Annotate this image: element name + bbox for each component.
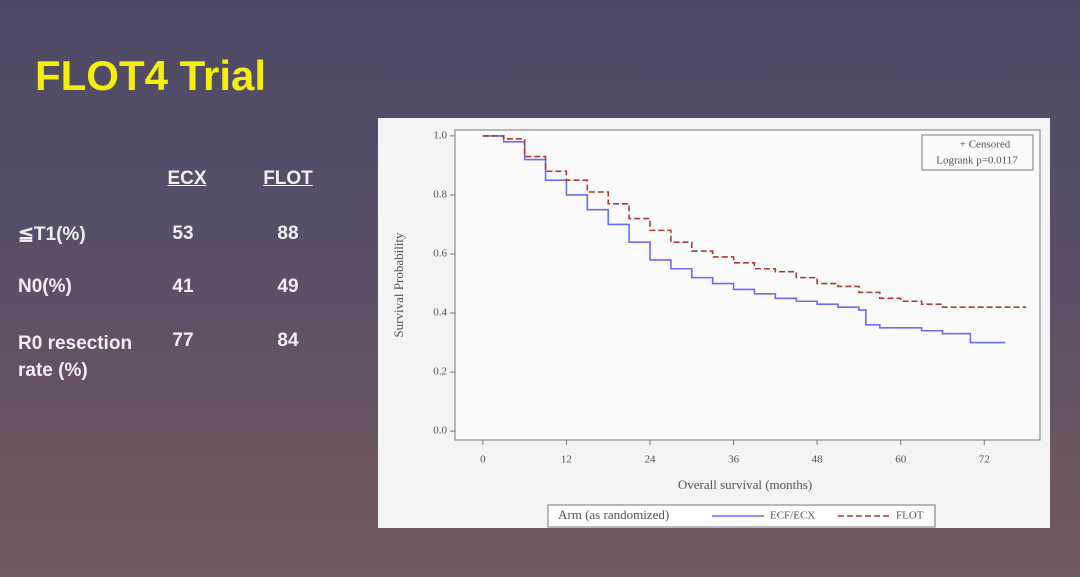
legend-label: ECF/ECX <box>770 510 815 522</box>
y-tick-label: 1.0 <box>433 129 447 141</box>
y-tick-label: 0.0 <box>433 425 447 437</box>
cell: 49 <box>277 276 299 297</box>
cell: 77 <box>172 330 194 351</box>
x-tick-label: 60 <box>895 454 907 466</box>
plot-area <box>454 129 1041 441</box>
slide-title: FLOT4 Trial <box>35 52 267 99</box>
annotation: + Censored <box>960 139 1011 151</box>
annotation-box <box>921 134 1034 171</box>
row-label: N0(%) <box>18 276 72 297</box>
x-tick-label: 36 <box>728 454 740 466</box>
row-label: ≦T1(%) <box>18 224 86 245</box>
cell: 41 <box>172 276 194 297</box>
cell: 84 <box>277 330 299 351</box>
table-header: FLOT <box>263 168 313 189</box>
x-tick-label: 72 <box>979 454 990 466</box>
legend-label: FLOT <box>896 510 924 522</box>
y-tick-label: 0.8 <box>433 188 447 200</box>
y-tick-label: 0.2 <box>433 366 447 378</box>
survival-curve <box>482 135 1027 308</box>
table-header: ECX <box>167 168 207 189</box>
x-tick-label: 24 <box>645 454 657 466</box>
cell: 88 <box>277 223 299 244</box>
x-tick-label: 0 <box>480 454 486 466</box>
survival-curve <box>482 135 1006 344</box>
y-tick-label: 0.6 <box>433 248 447 260</box>
y-axis-label: Survival Probability <box>391 232 406 338</box>
x-tick-label: 48 <box>812 454 824 466</box>
annotation: Logrank p=0.0117 <box>936 155 1018 167</box>
legend-title: Arm (as randomized) <box>558 507 669 522</box>
row-label: R0 resection rate (%) <box>18 333 133 381</box>
y-tick-label: 0.4 <box>433 307 447 319</box>
x-axis-label: Overall survival (months) <box>678 477 812 492</box>
cell: 53 <box>172 223 194 244</box>
x-tick-label: 12 <box>561 454 572 466</box>
